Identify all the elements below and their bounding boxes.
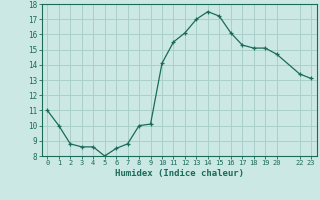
X-axis label: Humidex (Indice chaleur): Humidex (Indice chaleur) — [115, 169, 244, 178]
